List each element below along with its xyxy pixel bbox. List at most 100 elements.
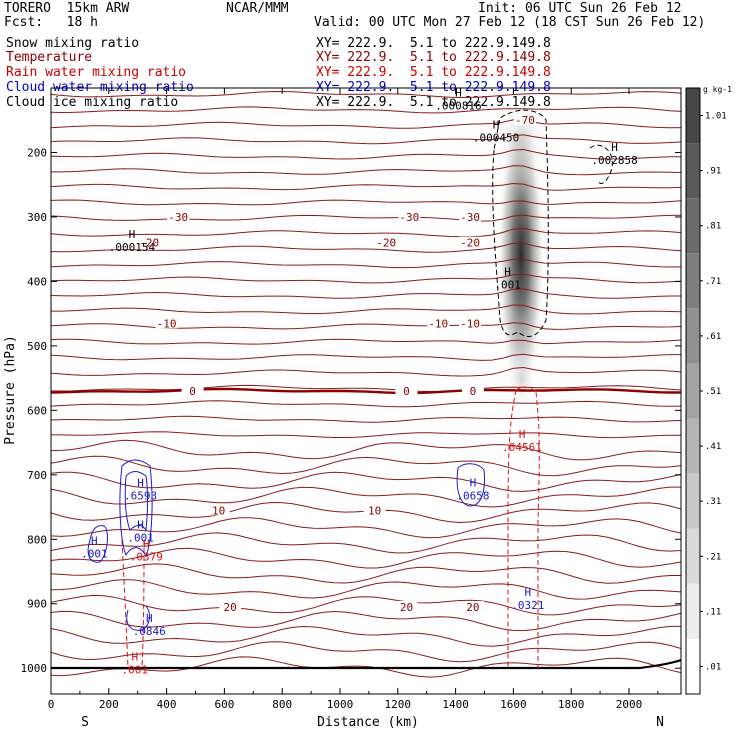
- colorbar-label: .71: [705, 277, 721, 287]
- y-tick-label: 200: [27, 146, 47, 159]
- colorbar-label: 1.01: [705, 112, 727, 122]
- colorbar-label: .21: [705, 552, 721, 562]
- isotherm-label: -20: [460, 237, 480, 250]
- isotherm-label: 20: [466, 601, 479, 614]
- cloud-water-contour-low: [126, 605, 150, 631]
- x-tick-label: 1600: [500, 698, 527, 711]
- x-tick-label: 0: [48, 698, 55, 711]
- isotherm-label-bg: [459, 210, 482, 222]
- isotherm-line: [51, 415, 681, 423]
- isotherm-line: [51, 182, 681, 191]
- valid-time: Valid: 00 UTC Mon 27 Feb 12 (18 CST Sun …: [314, 15, 706, 30]
- extremum-marker-h: H: [455, 86, 462, 99]
- x-tick-label: 400: [157, 698, 177, 711]
- extremum-marker-h: H: [525, 586, 532, 599]
- extremum-marker-h: H: [146, 612, 153, 625]
- colorbar-label: .91: [705, 167, 721, 177]
- isotherm-label: -10: [157, 317, 177, 330]
- isotherm-label-bg: [398, 210, 421, 222]
- colorbar-bin: [686, 638, 700, 694]
- x-axis-title: Distance (km): [317, 715, 419, 730]
- isotherm-line: [51, 322, 681, 330]
- isotherm-line: [51, 517, 681, 539]
- extremum-marker-h: H: [519, 428, 526, 441]
- isotherm-line: [51, 455, 681, 477]
- isotherm-line: [51, 242, 681, 253]
- extremum-value-label: .000450: [473, 132, 519, 145]
- x-tick-label: 1400: [442, 698, 469, 711]
- snow-shading-core: [497, 120, 545, 420]
- isotherm-line: [51, 90, 681, 99]
- extremum-value-label: .002858: [591, 154, 637, 167]
- isotherm-label: -30: [399, 211, 419, 224]
- x-tick-label: 800: [272, 698, 292, 711]
- terrain-line: [51, 658, 681, 670]
- x-axis-left-end: S: [81, 715, 89, 730]
- isotherm-label-bg: [167, 210, 190, 222]
- colorbar-label: .51: [705, 387, 721, 397]
- isotherm-label: -30: [460, 211, 480, 224]
- x-tick-label: 1000: [327, 698, 354, 711]
- colorbar-bin: [686, 253, 700, 309]
- extremum-value-label: .0379: [130, 551, 163, 564]
- extremum-marker-h: H: [131, 650, 138, 663]
- colorbar-unit: g kg-1: [703, 85, 732, 94]
- y-tick-label: 700: [27, 469, 47, 482]
- extremum-marker-h: H: [129, 228, 136, 241]
- isotherm-line: [51, 656, 681, 678]
- isotherm-line: [51, 199, 681, 206]
- extremum-value-label: .001: [122, 663, 149, 676]
- x-tick-label: 2000: [616, 698, 643, 711]
- isotherm-line: [51, 431, 681, 439]
- isotherm-label: -10: [428, 317, 448, 330]
- y-tick-label: 1000: [21, 662, 48, 675]
- colorbar-bin: [686, 308, 700, 364]
- isotherm-label: 10: [368, 504, 381, 517]
- colorbar-bin: [686, 528, 700, 584]
- isotherm-line: [51, 641, 681, 663]
- colorbar-bin: [686, 143, 700, 199]
- y-tick-label: 400: [27, 275, 47, 288]
- isotherm-label-bg: [513, 114, 536, 126]
- isotherm-line: [51, 165, 681, 176]
- snow-shading-lower: [508, 350, 536, 410]
- extremum-value-label: .000154: [109, 241, 156, 254]
- colorbar-label: .31: [705, 497, 721, 507]
- isotherm-line: [51, 338, 681, 345]
- isotherm-label-bg: [181, 385, 204, 396]
- colorbar-label: .41: [705, 442, 721, 452]
- colorbar-bin: [686, 88, 700, 144]
- organization-label: NCAR/MMM: [226, 1, 289, 16]
- cloud-water-contour-east: [456, 463, 485, 507]
- isotherm-line: [51, 366, 681, 377]
- isotherm-line: [51, 304, 681, 315]
- isotherm-label-bg: [363, 504, 386, 516]
- isotherm-label: -70: [515, 114, 535, 127]
- extremum-value-label: .0846: [133, 625, 166, 638]
- extremum-value-label: .0321: [511, 599, 544, 612]
- cloud-water-contour-west: [119, 459, 153, 558]
- extremum-value-label: .001: [494, 279, 521, 292]
- isotherm-line: [51, 625, 681, 647]
- forecast-hour: Fcst: 18 h: [4, 15, 98, 30]
- y-tick-label: 800: [27, 533, 47, 546]
- init-time: Init: 06 UTC Sun 26 Feb 12: [478, 1, 682, 16]
- isotherm-line: [51, 119, 681, 129]
- colorbar-label: .01: [705, 662, 721, 672]
- x-tick-label: 600: [214, 698, 234, 711]
- field-xy-temperature: XY= 222.9. 5.1 to 222.9.149.8: [316, 50, 551, 65]
- isotherm-label: 0: [403, 385, 410, 398]
- isotherm-label-bg: [395, 385, 418, 396]
- isotherm-line: [51, 258, 681, 269]
- isotherm-line: [51, 486, 681, 508]
- rain-contour-east: [507, 389, 540, 668]
- isotherm-label-bg: [219, 600, 242, 612]
- isotherm-line: [51, 439, 681, 461]
- isotherm-label: 0: [470, 385, 477, 398]
- rain-contour-east-top: [515, 386, 537, 393]
- isotherm-label: -20: [376, 237, 396, 250]
- isotherm-zero-line: [51, 387, 681, 395]
- colorbar-bin: [686, 363, 700, 419]
